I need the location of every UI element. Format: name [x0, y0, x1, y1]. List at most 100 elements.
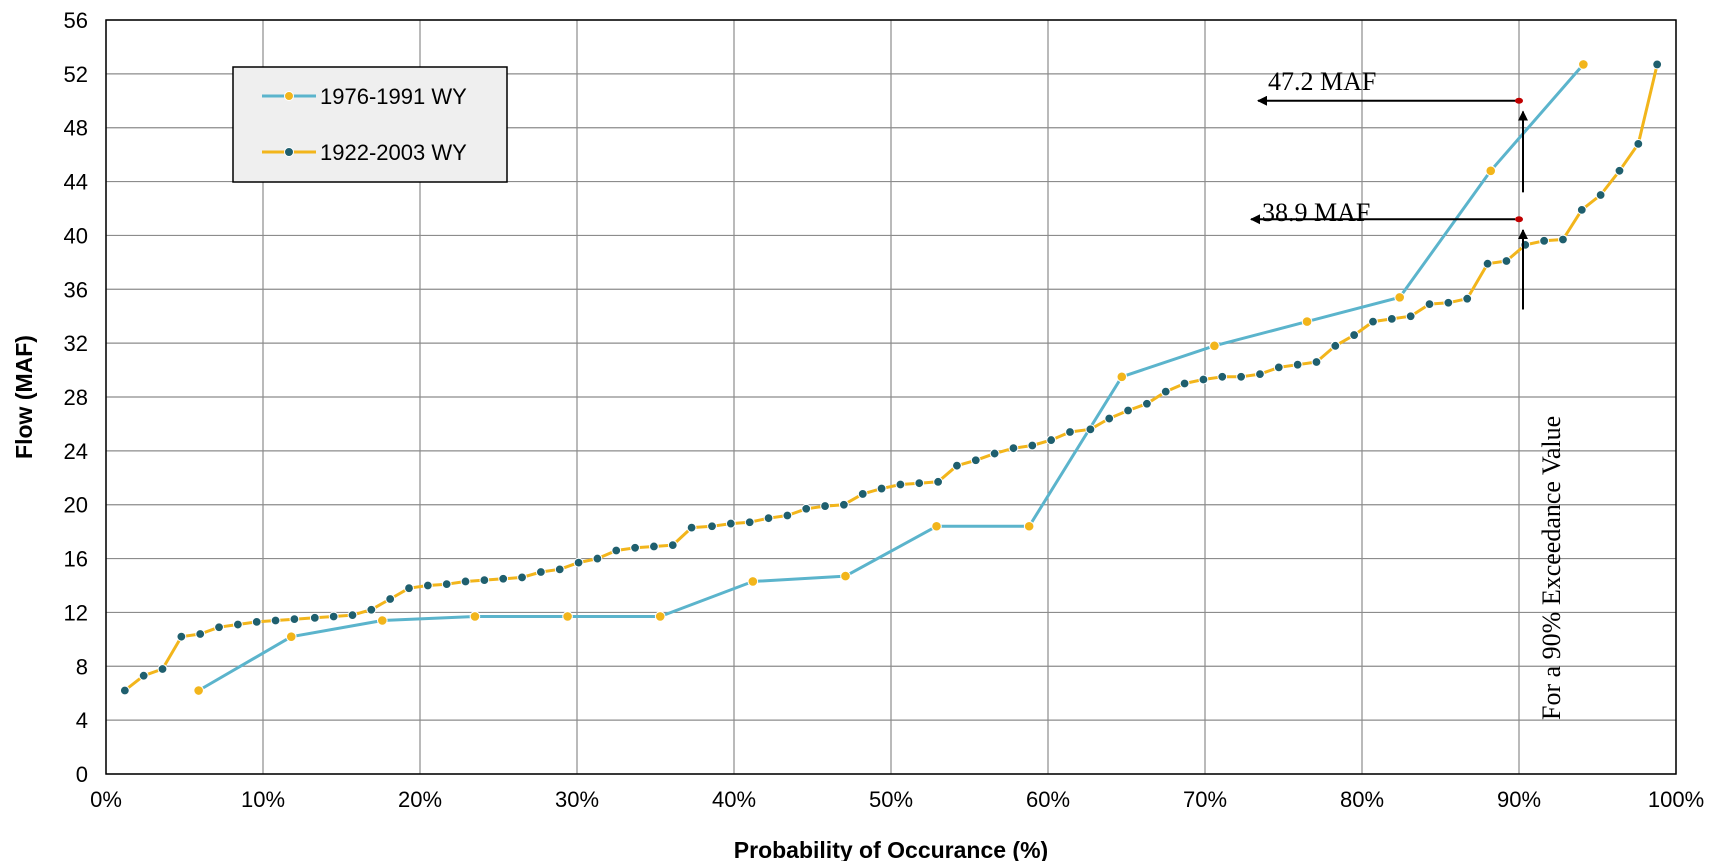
data-point — [270, 615, 281, 626]
data-point — [686, 522, 697, 533]
data-point — [914, 478, 925, 489]
x-tick-label: 100% — [1648, 787, 1704, 812]
data-point — [801, 503, 812, 514]
legend-marker-1976-1991 — [284, 91, 294, 101]
x-tick-label: 30% — [555, 787, 599, 812]
data-point — [1160, 386, 1171, 397]
data-point — [1633, 138, 1644, 149]
data-point — [931, 520, 942, 532]
data-point — [763, 513, 774, 524]
y-tick-label: 12 — [64, 600, 88, 625]
data-point — [422, 580, 433, 591]
data-point — [1539, 235, 1550, 246]
data-point — [554, 564, 565, 575]
plot-frame — [105, 19, 1677, 775]
annotation-47-2-maf: 47.2 MAF — [1268, 67, 1376, 96]
data-point — [820, 501, 830, 511]
data-point — [1485, 165, 1497, 177]
data-point — [1142, 398, 1152, 409]
x-tick-label: 80% — [1340, 787, 1384, 812]
data-point — [630, 542, 640, 553]
data-point — [649, 541, 659, 552]
data-point — [840, 570, 851, 582]
data-point — [377, 615, 388, 626]
x-tick-label: 20% — [398, 787, 442, 812]
data-point — [309, 612, 320, 623]
y-tick-label: 24 — [64, 439, 88, 464]
data-point — [1198, 374, 1209, 385]
data-point — [1652, 59, 1663, 70]
data-point — [535, 567, 546, 577]
data-point — [1104, 413, 1115, 424]
data-point — [895, 479, 906, 490]
data-point — [1027, 440, 1038, 451]
legend: 1976-1991 WY 1922-2003 WY — [232, 66, 508, 183]
annotations: 47.2 MAF 38.9 MAF For a 90% Exceedance V… — [1250, 67, 1566, 720]
data-point — [744, 517, 755, 528]
data-point — [119, 685, 130, 696]
data-point — [654, 611, 666, 622]
data-point — [1008, 443, 1019, 454]
y-tick-label: 40 — [64, 223, 88, 248]
y-tick-label: 56 — [64, 8, 88, 33]
data-point — [479, 575, 490, 586]
data-point — [1116, 371, 1128, 383]
data-point — [839, 499, 849, 510]
data-point — [285, 631, 297, 642]
data-point — [592, 553, 603, 564]
data-point — [385, 594, 396, 604]
data-point — [1349, 330, 1360, 340]
data-point — [404, 583, 414, 594]
data-point — [328, 611, 339, 622]
highlight-point-47-2 — [1515, 97, 1523, 104]
annotation-38-9-maf: 38.9 MAF — [1262, 198, 1370, 227]
data-point — [157, 664, 168, 674]
data-point — [611, 545, 622, 556]
data-point — [460, 576, 471, 587]
data-point — [214, 622, 224, 633]
data-point — [1443, 297, 1454, 308]
data-point — [176, 631, 187, 642]
y-tick-label: 44 — [64, 170, 88, 195]
y-tick-label: 52 — [64, 62, 88, 87]
x-tick-label: 10% — [241, 787, 285, 812]
data-point — [232, 619, 243, 630]
data-point — [1405, 311, 1416, 322]
data-point — [1209, 340, 1220, 352]
data-point — [1217, 371, 1228, 382]
data-point — [1614, 165, 1625, 176]
data-point — [1330, 340, 1341, 351]
data-point — [989, 448, 1000, 459]
highlight-point-38-9 — [1515, 216, 1523, 223]
x-tick-label: 40% — [712, 787, 756, 812]
data-point — [562, 611, 573, 622]
data-point — [1368, 316, 1378, 327]
data-point — [347, 610, 358, 621]
data-point — [1482, 258, 1493, 269]
x-tick-label: 60% — [1026, 787, 1070, 812]
data-point — [1301, 316, 1313, 327]
y-tick-label: 32 — [64, 331, 88, 356]
data-point — [289, 614, 300, 625]
x-axis-ticks: 0% 10% 20% 30% 40% 50% 60% 70% 80% 90% 100% — [90, 787, 1704, 812]
data-point — [876, 483, 887, 494]
x-axis-title: Probability of Occurance (%) — [734, 837, 1048, 861]
data-point — [1558, 234, 1568, 245]
data-point — [1123, 405, 1133, 416]
data-point — [193, 685, 204, 696]
data-point — [1085, 424, 1096, 435]
y-tick-label: 16 — [64, 547, 88, 572]
data-point — [667, 540, 678, 551]
data-point — [1179, 378, 1190, 389]
legend-label-1976-1991: 1976-1991 WY — [320, 84, 467, 109]
x-tick-label: 90% — [1497, 787, 1541, 812]
data-point — [1023, 520, 1035, 532]
data-point — [1255, 369, 1265, 380]
data-point — [366, 604, 377, 615]
x-tick-label: 50% — [869, 787, 913, 812]
data-point — [1065, 427, 1075, 437]
legend-marker-1922-2003 — [284, 147, 294, 157]
series-line — [197, 63, 1585, 692]
